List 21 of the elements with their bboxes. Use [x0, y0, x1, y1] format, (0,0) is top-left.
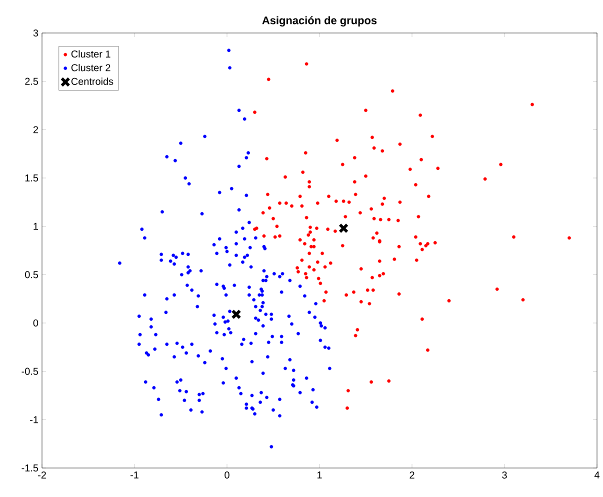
y-tick-label: 1: [34, 222, 38, 230]
legend-label: Centroids: [71, 78, 114, 85]
x-tick-label: 0: [224, 472, 230, 479]
chart-title: Asignación de grupos: [262, 16, 377, 27]
x-tick-label: -1: [130, 472, 138, 478]
x-tick-label: 2: [410, 472, 414, 478]
y-tick-label: 2.5: [25, 78, 38, 85]
y-tick-label: 2: [33, 126, 38, 134]
y-tick-label: -1: [30, 416, 38, 424]
x-tick-label: -2: [38, 472, 46, 478]
legend-label: Cluster 1: [71, 50, 110, 58]
y-tick-label: -1.5: [22, 464, 38, 472]
x-tick-label: 4: [594, 472, 600, 478]
legend-label: Cluster 2: [71, 64, 110, 72]
y-tick-label: 0.5: [25, 271, 38, 278]
x-tick-label: 3: [502, 472, 507, 479]
y-tick-label: 3: [33, 29, 38, 37]
y-tick-label: 1.5: [25, 174, 38, 182]
x-tick-label: 1: [318, 472, 322, 478]
y-tick-label: -0.5: [22, 368, 38, 375]
y-tick-label: 0: [33, 319, 38, 327]
